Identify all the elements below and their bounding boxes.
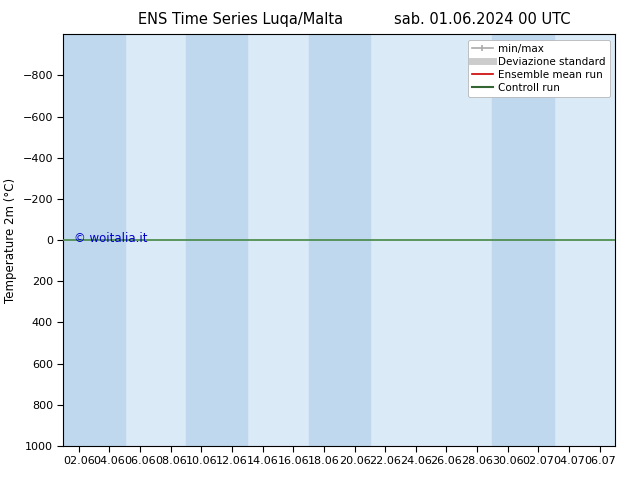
Text: © woitalia.it: © woitalia.it (74, 232, 148, 245)
Bar (63, 34, 125, 446)
Text: ENS Time Series Luqa/Malta: ENS Time Series Luqa/Malta (138, 12, 344, 27)
Text: sab. 01.06.2024 00 UTC: sab. 01.06.2024 00 UTC (394, 12, 570, 27)
Y-axis label: Temperature 2m (°C): Temperature 2m (°C) (4, 177, 17, 303)
Bar (309, 34, 370, 446)
Bar (493, 34, 553, 446)
Bar (186, 34, 247, 446)
Legend: min/max, Deviazione standard, Ensemble mean run, Controll run: min/max, Deviazione standard, Ensemble m… (468, 40, 610, 97)
